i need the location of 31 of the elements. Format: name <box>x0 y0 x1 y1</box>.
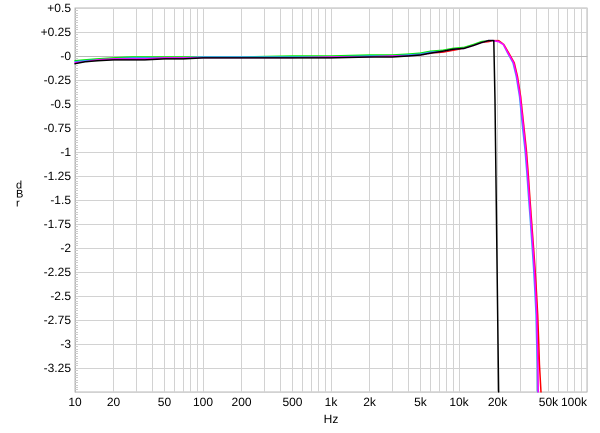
y-tick-label: -2.5 <box>50 289 72 303</box>
x-axis-title: Hz <box>324 412 338 426</box>
y-tick-label: -3 <box>60 337 72 351</box>
y-tick-label: +0.5 <box>47 1 72 15</box>
y-tick-label: +0.25 <box>40 25 72 39</box>
y-tick-label: -3.25 <box>44 361 72 375</box>
y-tick-label: -1.5 <box>50 193 72 207</box>
x-tick-label: 50 <box>158 395 172 409</box>
x-tick-label: 500 <box>282 395 303 409</box>
y-tick-label: -0.75 <box>44 121 72 135</box>
x-tick-label: 1k <box>324 395 338 409</box>
y-tick-label: -0.25 <box>44 73 72 87</box>
y-tick-label: -2 <box>60 241 72 255</box>
x-tick-label: 20 <box>106 395 121 409</box>
y-tick-label: -0.5 <box>50 97 72 111</box>
x-tick-label: 20k <box>488 395 508 409</box>
x-tick-label: 2k <box>363 395 377 409</box>
y-tick-label: -1.25 <box>44 169 72 183</box>
x-tick-label: 50k <box>538 395 560 409</box>
x-tick-label: 100k <box>560 395 588 409</box>
y-tick-label: -1.75 <box>44 217 72 231</box>
x-tick-label: 100 <box>192 395 214 409</box>
y-tick-label: -2.25 <box>44 265 72 279</box>
y-tick-label: -1 <box>60 145 72 159</box>
x-tick-label: 10k <box>449 395 470 409</box>
x-tick-label: 10 <box>68 395 82 409</box>
y-tick-label: -2.75 <box>44 313 72 327</box>
x-tick-label: 5k <box>414 395 428 409</box>
y-axis-title: dBr <box>16 180 24 210</box>
y-tick-label: -0 <box>60 49 72 63</box>
x-tick-label: 200 <box>232 395 252 409</box>
